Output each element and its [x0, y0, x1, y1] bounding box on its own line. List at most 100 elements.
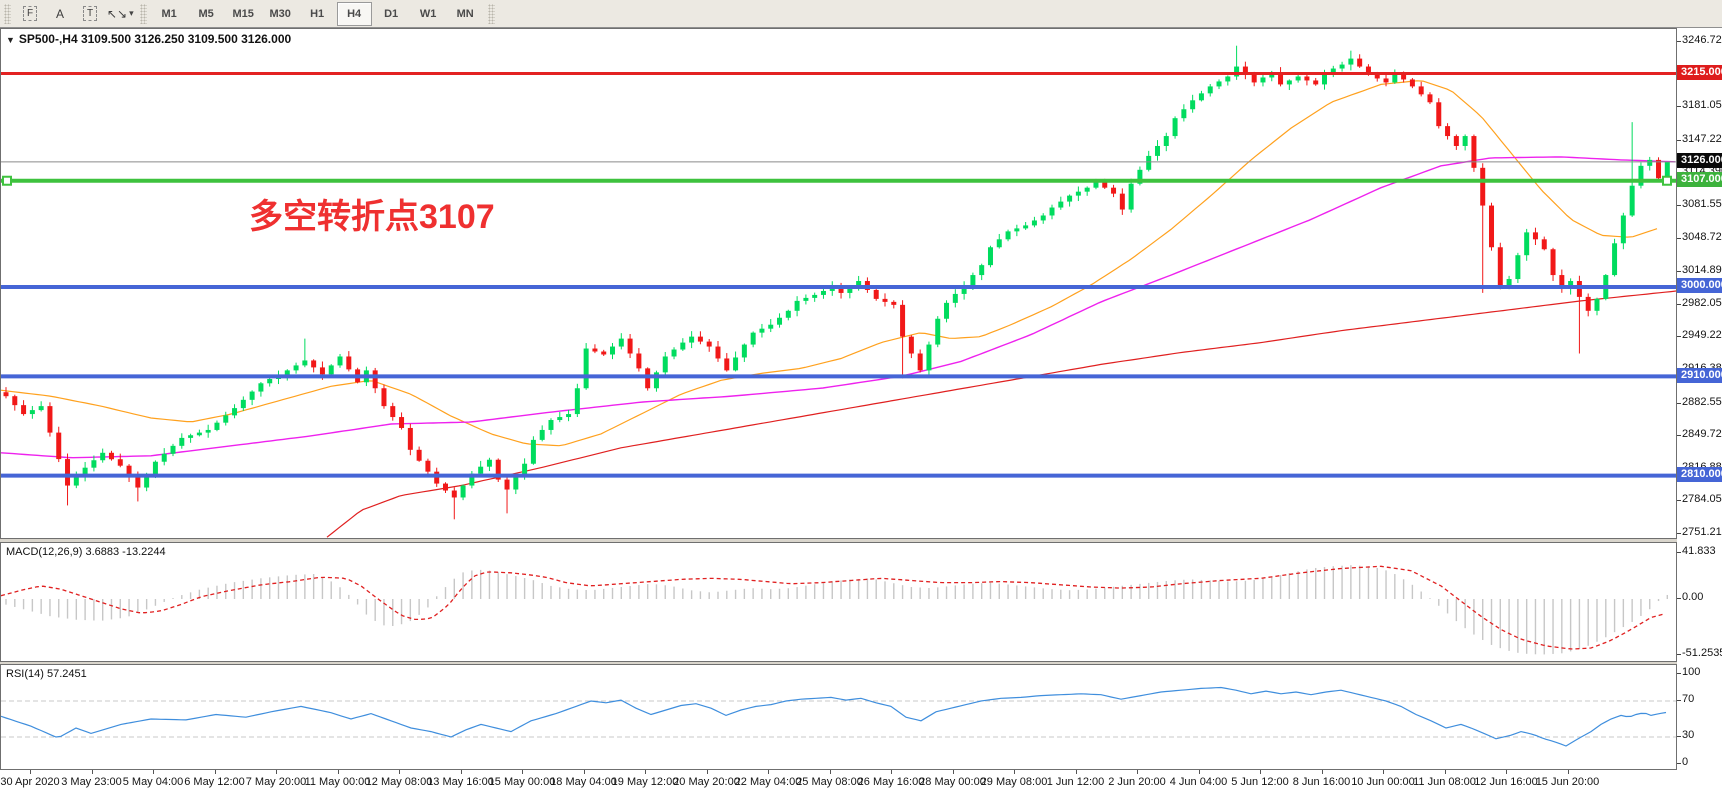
candle-body [1260, 77, 1266, 83]
candle-body [1506, 279, 1512, 285]
label-tool-button[interactable]: T [76, 2, 104, 26]
panel-separator-2[interactable] [0, 662, 1677, 664]
price-tick-2982.055: 2982.055 [1682, 296, 1722, 309]
timeframe-button-mn[interactable]: MN [456, 7, 474, 20]
candle-body [733, 357, 739, 371]
candle-body [1014, 228, 1020, 232]
candle-body [486, 459, 492, 467]
timeframe-button-m1[interactable]: M1 [161, 7, 177, 20]
candle-body [908, 336, 914, 354]
time-axis[interactable]: 30 Apr 2020 3 May 23:00 5 May 04:00 6 May 1… [0, 770, 1677, 791]
candle-body [1348, 58, 1354, 65]
candle-body [1084, 187, 1090, 192]
candle-body [1067, 195, 1073, 202]
candle-body [706, 341, 712, 347]
price-tick-2882.555-tick [1677, 402, 1681, 404]
candle-body [337, 356, 343, 366]
time-label-7: 13 May 16:00 [427, 776, 494, 788]
candle-body [926, 344, 932, 371]
macd-panel[interactable]: MACD(12,26,9) 3.6883 -13.2244 [0, 542, 1677, 662]
arrows-tool-button[interactable]: ↖↘ ▾ [106, 2, 135, 26]
time-tick-0 [30, 770, 31, 774]
candle-body [1515, 255, 1521, 280]
price-badge-3107.000: 3107.000 [1677, 172, 1722, 188]
time-tick-4 [276, 770, 277, 774]
candle-body [117, 459, 123, 466]
time-label-14: 26 May 16:00 [857, 776, 925, 788]
candle-body [1497, 247, 1503, 285]
candle-body [1119, 193, 1125, 210]
rsi-panel[interactable]: RSI(14) 57.2451 [0, 664, 1677, 770]
candle-body [539, 429, 545, 440]
timeframe-button-m15[interactable]: M15 [232, 7, 254, 20]
time-tick-14 [891, 770, 892, 774]
candle-body [750, 332, 756, 345]
timeframe-button-m5[interactable]: M5 [198, 7, 214, 20]
time-label-16: 29 May 08:00 [980, 776, 1048, 788]
candle-body [223, 415, 229, 423]
toolbar-grip[interactable] [4, 3, 11, 24]
price-axis[interactable]: 3246.7253181.0553147.2253114.3903081.555… [1677, 28, 1722, 791]
timeframe-button-h1[interactable]: H1 [310, 7, 325, 20]
macd-chart[interactable] [1, 543, 1676, 661]
candle-body [1172, 118, 1178, 137]
price-tick-2784.050-tick [1677, 500, 1681, 502]
toolbar-grip-2[interactable] [139, 3, 147, 24]
candle-body [425, 460, 431, 472]
candle-body [126, 465, 132, 477]
time-tick-7 [460, 770, 462, 774]
label-tool-icon: T [82, 6, 98, 21]
candle-body [1198, 93, 1204, 101]
candle-body [715, 346, 721, 359]
candle-body [1278, 72, 1284, 85]
price-tick-2982.055-tick [1677, 303, 1681, 305]
panel-separator[interactable] [0, 539, 1677, 542]
fibonacci-tool-button[interactable]: F [16, 2, 44, 26]
rsi-chart[interactable] [1, 665, 1676, 769]
candle-body [1242, 66, 1248, 75]
candle-body [29, 410, 35, 415]
hline-handle[interactable] [1662, 175, 1672, 186]
timeframe-button-d1[interactable]: D1 [384, 7, 399, 20]
time-tick-15 [952, 770, 954, 774]
candle-body [838, 286, 844, 293]
price-badge-2810.000: 2810.000 [1677, 467, 1722, 483]
candle-body [1313, 80, 1319, 85]
timeframe-button-m30[interactable]: M30 [269, 7, 291, 20]
candle-body [996, 239, 1002, 248]
candle-body [970, 275, 976, 285]
candle-body [1040, 215, 1046, 221]
main-chart-panel[interactable]: ▼ SP500-,H4 3109.500 3126.250 3109.500 31… [0, 28, 1677, 539]
text-tool-button[interactable]: A [46, 2, 74, 26]
timeframe-button-w1[interactable]: W1 [419, 7, 437, 20]
candle-body [293, 365, 299, 371]
dropdown-chevron-icon[interactable]: ▾ [129, 8, 134, 18]
time-label-4: 7 May 20:00 [245, 776, 307, 788]
time-tick-21 [1321, 770, 1323, 774]
macd-tick-41.833: 41.833 [1682, 545, 1716, 558]
toolbar-grip-3[interactable] [487, 3, 495, 24]
candlestick-chart[interactable] [1, 29, 1676, 538]
candle-body [662, 356, 668, 373]
candle-body [820, 290, 826, 295]
time-tick-16 [1014, 770, 1015, 774]
candle-body [47, 406, 53, 433]
candle-body [891, 301, 897, 305]
hline-handle[interactable] [2, 175, 12, 186]
candle-body [1304, 76, 1310, 81]
candle-body [574, 388, 580, 415]
candle-body [1585, 296, 1591, 311]
candle-body [979, 265, 985, 276]
price-badge-3000.000: 3000.000 [1677, 278, 1722, 294]
candle-body [21, 405, 27, 415]
macd-tick--51.2535: -51.2535 [1682, 646, 1722, 659]
chevron-down-icon[interactable]: ▼ [6, 35, 15, 45]
annotation-text-object[interactable]: 多空转折点3107 [249, 198, 495, 236]
price-tick-3081.555-tick [1677, 204, 1681, 206]
price-tick-3014.890-tick [1677, 271, 1681, 273]
timeframe-button-h4[interactable]: H4 [336, 1, 372, 26]
candle-body [1489, 205, 1495, 248]
candle-body [900, 304, 906, 337]
candle-body [1559, 275, 1565, 289]
price-tick-2949.220-tick [1677, 336, 1681, 338]
